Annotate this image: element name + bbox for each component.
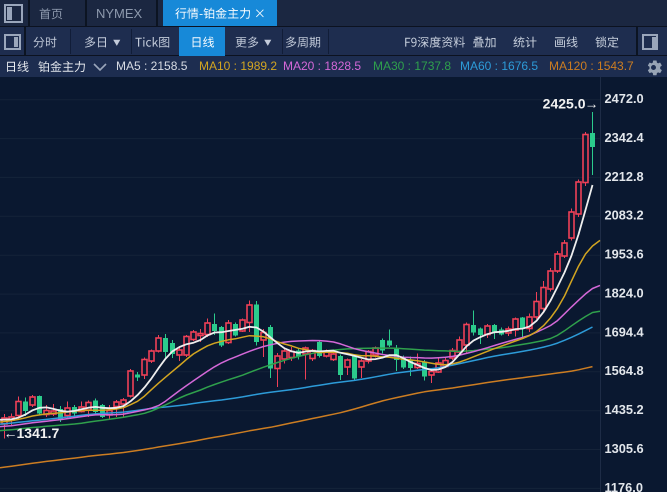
- svg-text:1824.0: 1824.0: [605, 285, 644, 300]
- svg-text:1694.4: 1694.4: [605, 324, 645, 339]
- svg-text:→: →: [585, 95, 599, 111]
- svg-text:1435.2: 1435.2: [605, 402, 644, 417]
- svg-text:1341.7: 1341.7: [17, 425, 60, 441]
- svg-text:2425.0: 2425.0: [543, 95, 586, 111]
- svg-text:1953.6: 1953.6: [605, 247, 644, 262]
- svg-text:←: ←: [4, 425, 18, 441]
- svg-text:2342.4: 2342.4: [605, 130, 645, 145]
- svg-text:1305.6: 1305.6: [605, 441, 644, 456]
- svg-text:2212.8: 2212.8: [605, 169, 644, 184]
- svg-text:2083.2: 2083.2: [605, 208, 644, 223]
- svg-text:2472.0: 2472.0: [605, 91, 644, 106]
- svg-text:1564.8: 1564.8: [605, 363, 644, 378]
- svg-text:1176.0: 1176.0: [605, 480, 643, 492]
